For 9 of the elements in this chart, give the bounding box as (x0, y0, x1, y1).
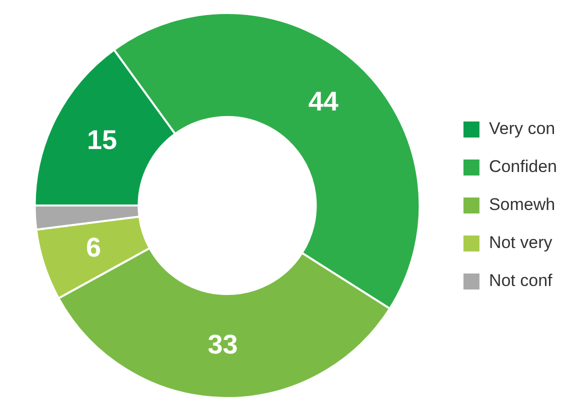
legend-label: Not very (488, 233, 553, 252)
legend-label: Very con (488, 119, 556, 138)
data-label: 15 (86, 125, 118, 156)
data-label: 44 (308, 86, 338, 117)
legend-label: Confiden (488, 157, 558, 176)
data-label: 33 (208, 329, 238, 360)
legend-label: Not conf (488, 271, 553, 290)
data-label: 6 (86, 232, 102, 262)
legend-label: Somewh (488, 195, 556, 214)
